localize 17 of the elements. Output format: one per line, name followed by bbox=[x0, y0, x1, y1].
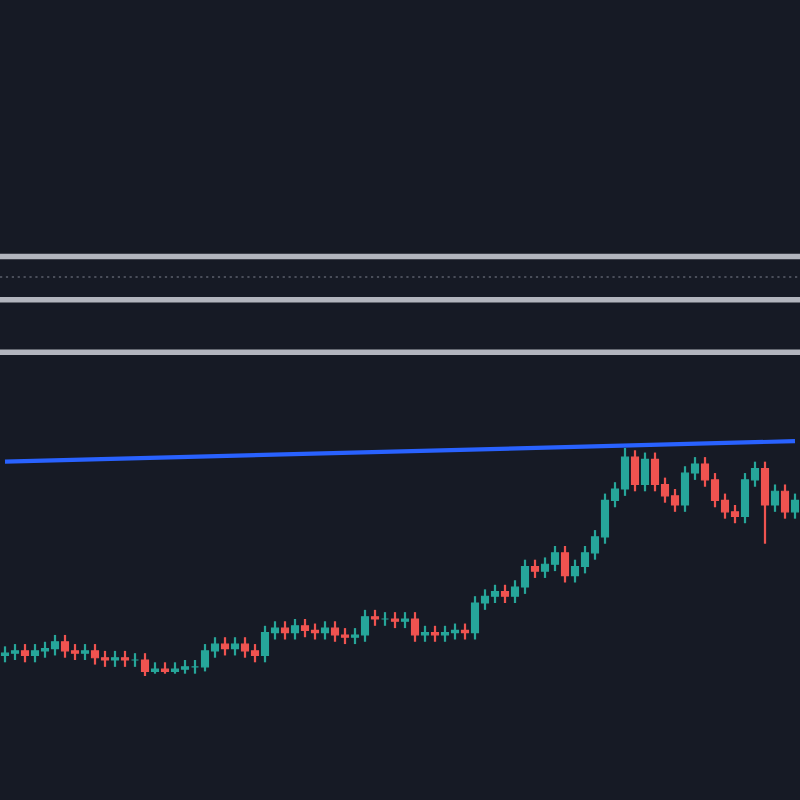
candlestick bbox=[770, 483, 780, 513]
candlestick bbox=[290, 617, 300, 641]
candlestick bbox=[220, 636, 230, 657]
candlestick bbox=[20, 642, 30, 664]
candlestick bbox=[280, 620, 290, 641]
candlestick bbox=[230, 636, 240, 657]
candlestick bbox=[530, 558, 540, 580]
candlestick bbox=[760, 460, 770, 545]
candlestick bbox=[560, 544, 570, 584]
candlestick bbox=[500, 583, 510, 605]
candlestick bbox=[410, 611, 420, 643]
candlestick bbox=[630, 449, 640, 493]
candlestick bbox=[320, 620, 330, 641]
candlestick bbox=[780, 483, 790, 520]
candlestick bbox=[640, 451, 650, 493]
candlestick bbox=[790, 492, 800, 520]
candlestick bbox=[140, 652, 150, 678]
